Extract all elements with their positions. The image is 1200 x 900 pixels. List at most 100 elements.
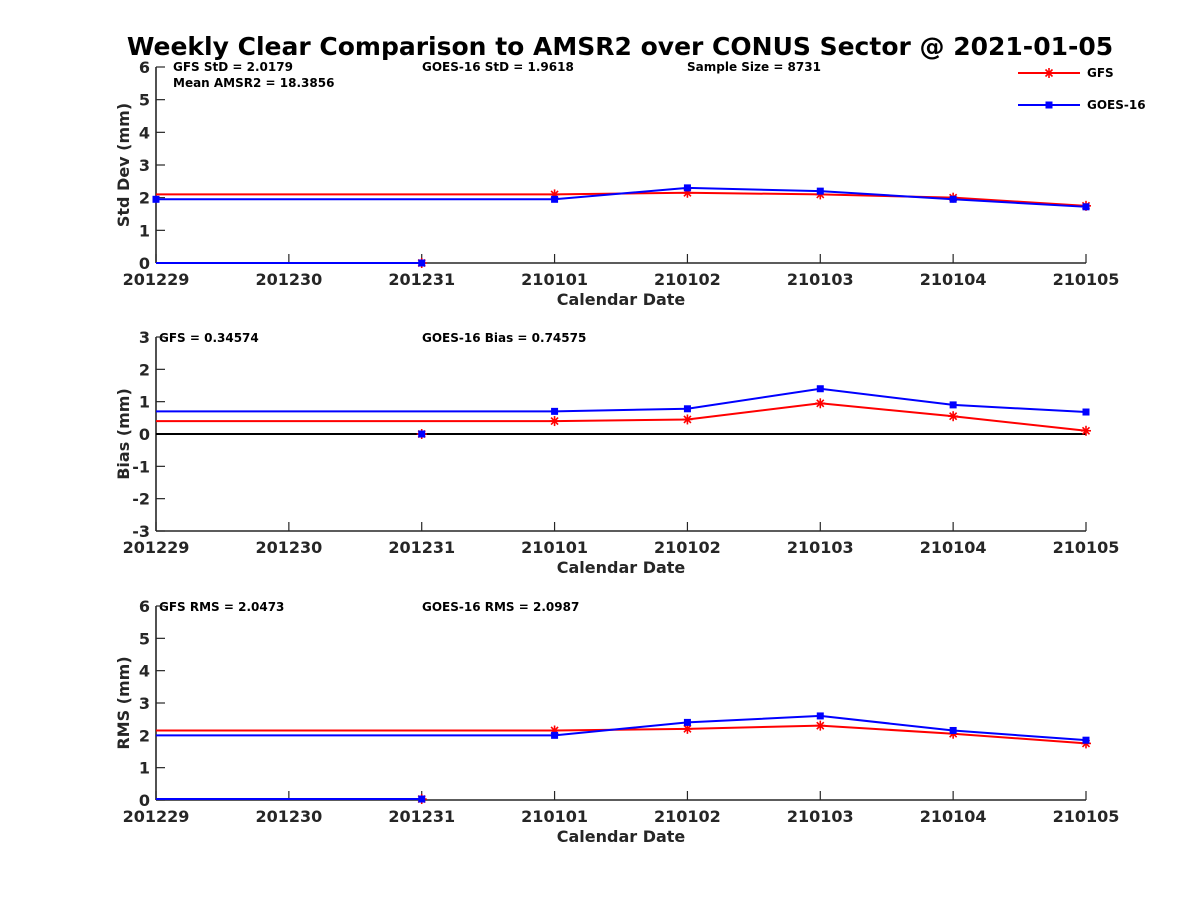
data-point <box>948 411 959 422</box>
series-line <box>156 186 1087 208</box>
x-tick-label: 201231 <box>388 538 455 557</box>
series-line <box>156 191 1087 207</box>
annotation-mean-amsr2: Mean AMSR2 = 18.3856 <box>173 76 334 90</box>
x-tick-label: 201230 <box>255 807 322 826</box>
y-tick-label: 0 <box>139 425 150 444</box>
annotation-goes-bias: GOES-16 Bias = 0.74575 <box>422 331 586 345</box>
x-tick-label: 210101 <box>521 807 588 826</box>
data-point <box>152 195 160 203</box>
data-point <box>551 731 559 739</box>
data-point <box>551 407 559 415</box>
data-point <box>1082 203 1090 211</box>
y-tick-label: 4 <box>139 123 150 142</box>
series-line <box>156 714 1087 742</box>
data-point <box>1081 425 1091 436</box>
data-point <box>949 195 957 203</box>
series-goes-16 <box>152 184 1090 267</box>
series-line <box>156 724 1087 745</box>
data-point <box>816 187 824 195</box>
data-point <box>949 401 957 409</box>
y-axis-label: Bias (mm) <box>114 388 133 480</box>
annotation-goes-std: GOES-16 StD = 1.9618 <box>422 60 574 74</box>
data-point <box>1082 408 1090 416</box>
panel-2: -3 -2 -1 0 1 2 3 201229 201230 201231 210101 210102… <box>114 328 1119 577</box>
x-tick-label: 210103 <box>787 270 854 289</box>
x-tick-label: 210102 <box>654 270 721 289</box>
y-tick-label: 1 <box>139 221 150 240</box>
series-line <box>156 402 1087 432</box>
x-tick-label: 201230 <box>255 538 322 557</box>
x-tick-label: 201229 <box>123 538 190 557</box>
y-tick-label: -1 <box>132 457 150 476</box>
x-tick-label: 210103 <box>787 538 854 557</box>
y-tick-label: 5 <box>139 91 150 110</box>
data-point <box>683 184 691 192</box>
y-tick-label: 6 <box>139 58 150 77</box>
series-goes-16 <box>156 385 1090 438</box>
x-tick-label: 201231 <box>388 270 455 289</box>
legend-gfs-label: GFS <box>1087 66 1114 80</box>
x-tick-label: 210104 <box>920 807 987 826</box>
y-tick-label: 0 <box>139 254 150 273</box>
y-tick-label: 2 <box>139 726 150 745</box>
y-tick-label: 3 <box>139 694 150 713</box>
data-point <box>418 430 426 438</box>
x-tick-label: 210105 <box>1053 538 1120 557</box>
data-point <box>815 720 826 731</box>
x-tick-label: 210101 <box>521 270 588 289</box>
x-tick-label: 201229 <box>123 270 190 289</box>
x-tick-label: 210103 <box>787 807 854 826</box>
series-goes-16 <box>156 712 1090 803</box>
x-axis-label: Calendar Date <box>557 827 686 846</box>
y-tick-label: 0 <box>139 791 150 810</box>
y-tick-label: 4 <box>139 662 150 681</box>
legend: GFS GOES-16 <box>1018 66 1146 112</box>
legend-goes-label: GOES-16 <box>1087 98 1146 112</box>
data-point <box>551 195 559 203</box>
x-tick-label: 210104 <box>920 270 987 289</box>
y-axis-label: RMS (mm) <box>114 656 133 749</box>
data-point <box>816 712 824 720</box>
x-tick-label: 210105 <box>1053 807 1120 826</box>
annotation-gfs-rms: GFS RMS = 2.0473 <box>159 600 284 614</box>
x-tick-label: 201231 <box>388 807 455 826</box>
x-tick-label: 210102 <box>654 807 721 826</box>
panel-3: 0 1 2 3 4 5 6 201229 201230 201231 210101 210102 210… <box>114 597 1119 846</box>
data-point <box>683 405 691 413</box>
x-axis-label: Calendar Date <box>557 290 686 309</box>
y-tick-label: -3 <box>132 522 150 541</box>
data-point <box>418 259 426 267</box>
data-point <box>949 726 957 734</box>
annotation-sample-size: Sample Size = 8731 <box>687 60 821 74</box>
y-tick-label: -2 <box>132 490 150 509</box>
data-point <box>815 398 826 409</box>
y-tick-label: 5 <box>139 629 150 648</box>
x-tick-label: 201229 <box>123 807 190 826</box>
chart-title: Weekly Clear Comparison to AMSR2 over CO… <box>127 32 1113 61</box>
data-point <box>549 416 560 427</box>
x-tick-label: 210102 <box>654 538 721 557</box>
y-axis-label: Std Dev (mm) <box>114 103 133 227</box>
y-tick-label: 1 <box>139 393 150 412</box>
y-tick-label: 6 <box>139 597 150 616</box>
data-point <box>816 385 824 393</box>
x-tick-label: 201230 <box>255 270 322 289</box>
panel-1: 0 1 2 3 4 5 6 201229 201230 201231 210101 210102 210… <box>114 58 1119 309</box>
data-point <box>418 795 426 803</box>
x-axis-label: Calendar Date <box>557 558 686 577</box>
y-tick-label: 3 <box>139 156 150 175</box>
legend-gfs-asterisk <box>1044 68 1054 78</box>
x-tick-label: 210101 <box>521 538 588 557</box>
data-point <box>1082 736 1090 744</box>
x-tick-label: 210105 <box>1053 270 1120 289</box>
x-tick-label: 210104 <box>920 538 987 557</box>
data-point <box>683 718 691 726</box>
data-point <box>682 414 693 425</box>
y-tick-label: 3 <box>139 328 150 347</box>
legend-gfs-marker <box>1044 68 1054 78</box>
y-tick-label: 2 <box>139 189 150 208</box>
y-tick-label: 2 <box>139 360 150 379</box>
legend-goes-marker <box>1045 101 1053 109</box>
annotation-goes-rms: GOES-16 RMS = 2.0987 <box>422 600 579 614</box>
